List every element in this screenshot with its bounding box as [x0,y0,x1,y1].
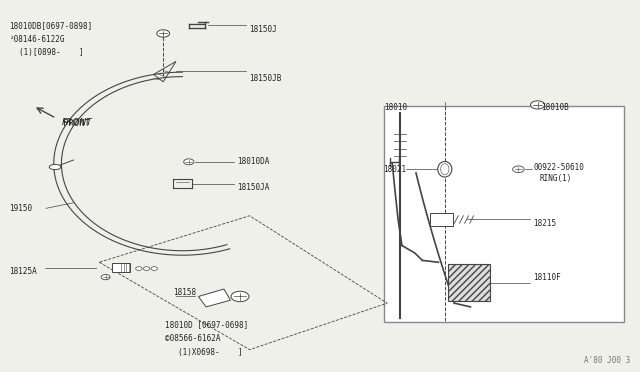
Text: 18010B: 18010B [541,103,568,112]
Text: ²08146-6122G: ²08146-6122G [10,35,65,44]
Bar [430,213,453,226]
Text: 18110F: 18110F [533,273,561,282]
Text: 18150JA: 18150JA [237,183,269,192]
Text: 18150J: 18150J [250,25,277,34]
Text: RING(1): RING(1) [540,174,572,183]
Circle shape [157,30,170,37]
Text: 18125A: 18125A [10,267,37,276]
Text: 19150: 19150 [10,204,33,213]
Text: 18215: 18215 [533,219,556,228]
Circle shape [231,291,249,302]
Text: 18158: 18158 [173,288,196,296]
Text: ©08566-6162A: ©08566-6162A [165,334,221,343]
Text: 18010DB[0697-0898]: 18010DB[0697-0898] [10,22,93,31]
Text: 18010D [0697-0698]: 18010D [0697-0698] [165,320,248,329]
Bar [384,106,624,322]
Polygon shape [198,289,230,307]
Circle shape [184,159,194,165]
Text: (1)X0698-    ]: (1)X0698- ] [178,348,243,357]
Circle shape [101,275,110,280]
Text: 18150JB: 18150JB [250,74,282,83]
Text: 18010DA: 18010DA [237,157,269,166]
Text: A'80 J00 3: A'80 J00 3 [584,356,630,365]
Circle shape [136,267,142,270]
Text: (1)[0898-    ]: (1)[0898- ] [19,48,84,57]
Bar [448,264,490,301]
Text: FRONT: FRONT [62,118,93,126]
Text: 18021: 18021 [383,165,406,174]
Circle shape [531,101,545,109]
Text: 00922-50610: 00922-50610 [533,163,584,172]
Circle shape [513,166,524,173]
Ellipse shape [438,161,452,177]
Ellipse shape [49,164,61,170]
Bar [112,263,130,272]
Text: FRONT: FRONT [63,119,90,128]
Circle shape [143,267,150,270]
Text: 18010: 18010 [384,103,407,112]
Circle shape [151,267,157,270]
